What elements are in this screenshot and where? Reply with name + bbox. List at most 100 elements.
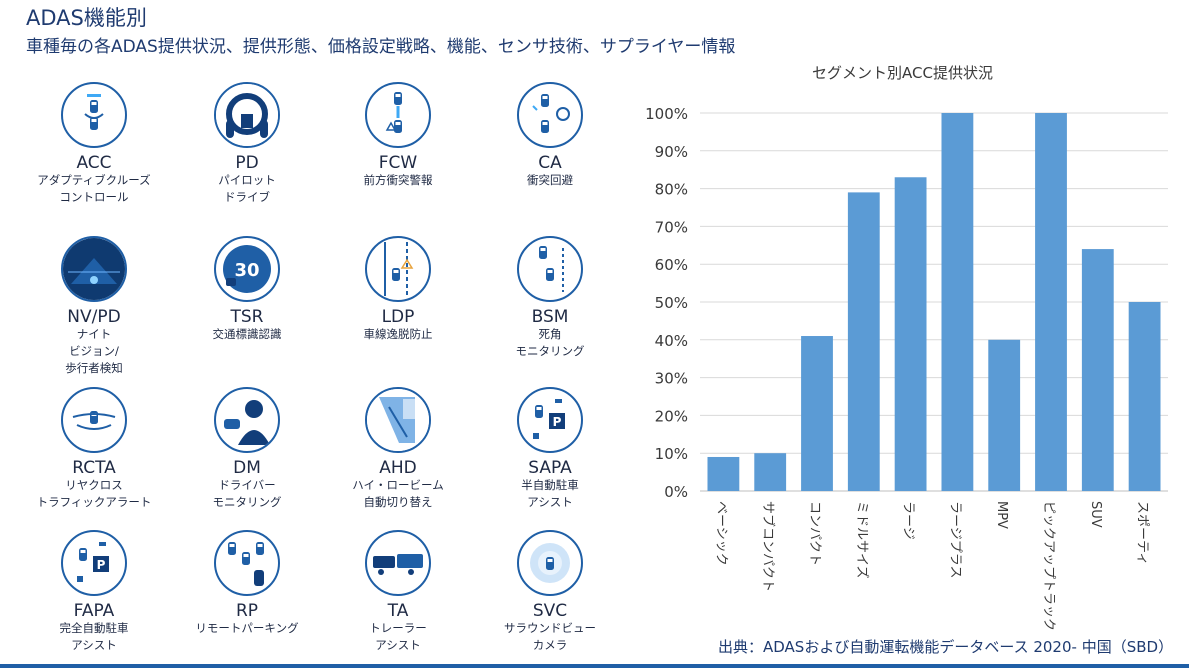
feature-abbr: PD xyxy=(235,153,259,173)
x-tick-label: ラージプラス xyxy=(947,501,962,578)
driver-monitor-icon xyxy=(214,387,280,453)
feature-abbr: TSR xyxy=(230,307,264,327)
feature-sapa: P SAPA 半自動駐車 アシスト xyxy=(475,387,625,511)
feature-ca: CA 衝突回避 xyxy=(475,82,625,189)
feature-desc: リモートパーキング xyxy=(195,621,299,635)
acc-segment-bar-chart: 0% 10% 20% 30% 40% 50% 60% 70% 80% 90% 100% ベーシック サブ… xyxy=(645,105,1168,631)
feature-desc: リヤクロス トラフィックアラート xyxy=(36,478,152,509)
lane-departure-icon xyxy=(365,236,431,302)
feature-desc: ナイト ビジョン/ 歩行者検知 xyxy=(65,327,123,375)
svg-text:P: P xyxy=(553,415,562,429)
x-tick-label: ラージ xyxy=(901,501,916,540)
bar xyxy=(1035,113,1067,491)
feature-abbr: RCTA xyxy=(72,458,116,478)
feature-desc: 交通標識認識 xyxy=(212,327,282,341)
feature-rp: RP リモートパーキング xyxy=(172,530,322,637)
feature-desc: 完全自動駐車 アシスト xyxy=(59,621,129,652)
feature-abbr: ACC xyxy=(76,153,112,173)
blind-spot-icon xyxy=(517,236,583,302)
feature-svc: SVC サラウンドビュー カメラ xyxy=(475,530,625,654)
feature-desc: 半自動駐車 アシスト xyxy=(521,478,579,509)
feature-dm: DM ドライバー モニタリング xyxy=(172,387,322,511)
feature-abbr: LDP xyxy=(381,307,415,327)
y-tick-label: 50% xyxy=(655,294,688,312)
feature-desc: トレーラー アシスト xyxy=(369,621,427,652)
bar xyxy=(707,456,740,491)
feature-pd: PD パイロット ドライブ xyxy=(172,82,322,206)
feature-abbr: AHD xyxy=(379,458,417,478)
feature-nv-pd: NV/PD ナイト ビジョン/ 歩行者検知 xyxy=(19,236,169,377)
bar xyxy=(754,453,787,491)
feature-ldp: LDP 車線逸脱防止 xyxy=(323,236,473,343)
y-tick-label: 10% xyxy=(655,445,688,463)
bar xyxy=(988,339,1021,491)
feature-desc: パイロット ドライブ xyxy=(218,173,276,204)
y-tick-label: 20% xyxy=(655,407,688,425)
feature-desc: 衝突回避 xyxy=(527,173,573,187)
bar xyxy=(941,113,974,491)
surround-view-icon xyxy=(517,530,583,596)
x-tick-label: ピックアップトラック xyxy=(1041,501,1056,631)
parking-assist-icon: P xyxy=(517,387,583,453)
forward-collision-icon xyxy=(365,82,431,148)
feature-grid: ACC アダプティブクルーズ コントロール PD パイロット ドライブ FCW 前方衝突警… xyxy=(37,78,618,668)
feature-abbr: SAPA xyxy=(528,458,572,478)
x-tick-label: MPV xyxy=(994,501,1009,529)
speed-sign-icon: 30 xyxy=(214,236,280,302)
feature-ta: TA トレーラー アシスト xyxy=(323,530,473,654)
x-tick-label: ベーシック xyxy=(713,501,728,566)
feature-fcw: FCW 前方衝突警報 xyxy=(323,82,473,189)
feature-abbr: SVC xyxy=(532,601,568,621)
bottom-rule xyxy=(0,664,1189,668)
feature-ahd: AHD ハイ・ロービーム 自動切り替え xyxy=(323,387,473,511)
remote-parking-icon xyxy=(214,530,280,596)
svg-text:P: P xyxy=(97,558,106,572)
y-tick-label: 0% xyxy=(664,483,688,501)
bar xyxy=(801,336,833,491)
feature-fapa: P FAPA 完全自動駐車 アシスト xyxy=(19,530,169,654)
feature-bsm: BSM 死角 モニタリング xyxy=(475,236,625,360)
x-tick-label: ミドルサイズ xyxy=(854,501,870,579)
y-tick-label: 30% xyxy=(655,370,688,388)
feature-abbr: BSM xyxy=(531,307,569,327)
feature-desc: 車線逸脱防止 xyxy=(363,327,433,341)
y-tick-label: 90% xyxy=(655,143,688,161)
x-tick-label: SUV xyxy=(1088,501,1103,528)
feature-rcta: RCTA リヤクロス トラフィックアラート xyxy=(19,387,169,511)
night-vision-icon xyxy=(61,236,127,302)
y-tick-label: 80% xyxy=(655,181,688,199)
bar xyxy=(847,192,880,491)
feature-desc: アダプティブクルーズ コントロール xyxy=(37,173,151,204)
source-note: 出典：ADASおよび自動運転機能データベース 2020- 中国（SBD） xyxy=(718,638,1174,656)
feature-abbr: TA xyxy=(387,601,409,621)
feature-abbr: NV/PD xyxy=(67,307,121,327)
steering-wheel-icon xyxy=(214,82,280,148)
x-tick-label: サブコンパクト xyxy=(760,501,776,592)
page-subtitle: 車種毎の各ADAS提供状況、提供形態、価格設定戦略、機能、センサ技術、サプライヤ… xyxy=(26,37,736,57)
svg-text:30: 30 xyxy=(234,260,259,281)
y-tick-label: 40% xyxy=(655,332,688,350)
bar xyxy=(1128,302,1161,491)
feature-abbr: CA xyxy=(538,153,562,173)
feature-desc: ドライバー モニタリング xyxy=(212,478,282,509)
rear-cross-traffic-icon xyxy=(61,387,127,453)
feature-desc: サラウンドビュー カメラ xyxy=(504,621,596,652)
feature-abbr: RP xyxy=(235,601,259,621)
headlight-icon xyxy=(365,387,431,453)
y-tick-label: 100% xyxy=(645,105,688,123)
y-tick-label: 70% xyxy=(655,218,688,236)
feature-abbr: FCW xyxy=(378,153,418,173)
trailer-icon xyxy=(365,530,431,596)
feature-desc: 死角 モニタリング xyxy=(515,327,585,358)
page-title: ADAS機能別 xyxy=(26,6,147,30)
x-tick-label: コンパクト xyxy=(807,501,822,566)
acc-icon xyxy=(61,82,127,148)
feature-desc: 前方衝突警報 xyxy=(363,173,433,187)
y-tick-label: 60% xyxy=(655,256,688,274)
feature-tsr: 30 TSR 交通標識認識 xyxy=(172,236,322,343)
collision-avoidance-icon xyxy=(517,82,583,148)
feature-acc: ACC アダプティブクルーズ コントロール xyxy=(19,82,169,206)
bar xyxy=(1081,249,1114,491)
feature-abbr: DM xyxy=(233,458,261,478)
x-tick-label: スポーティ xyxy=(1135,501,1150,565)
